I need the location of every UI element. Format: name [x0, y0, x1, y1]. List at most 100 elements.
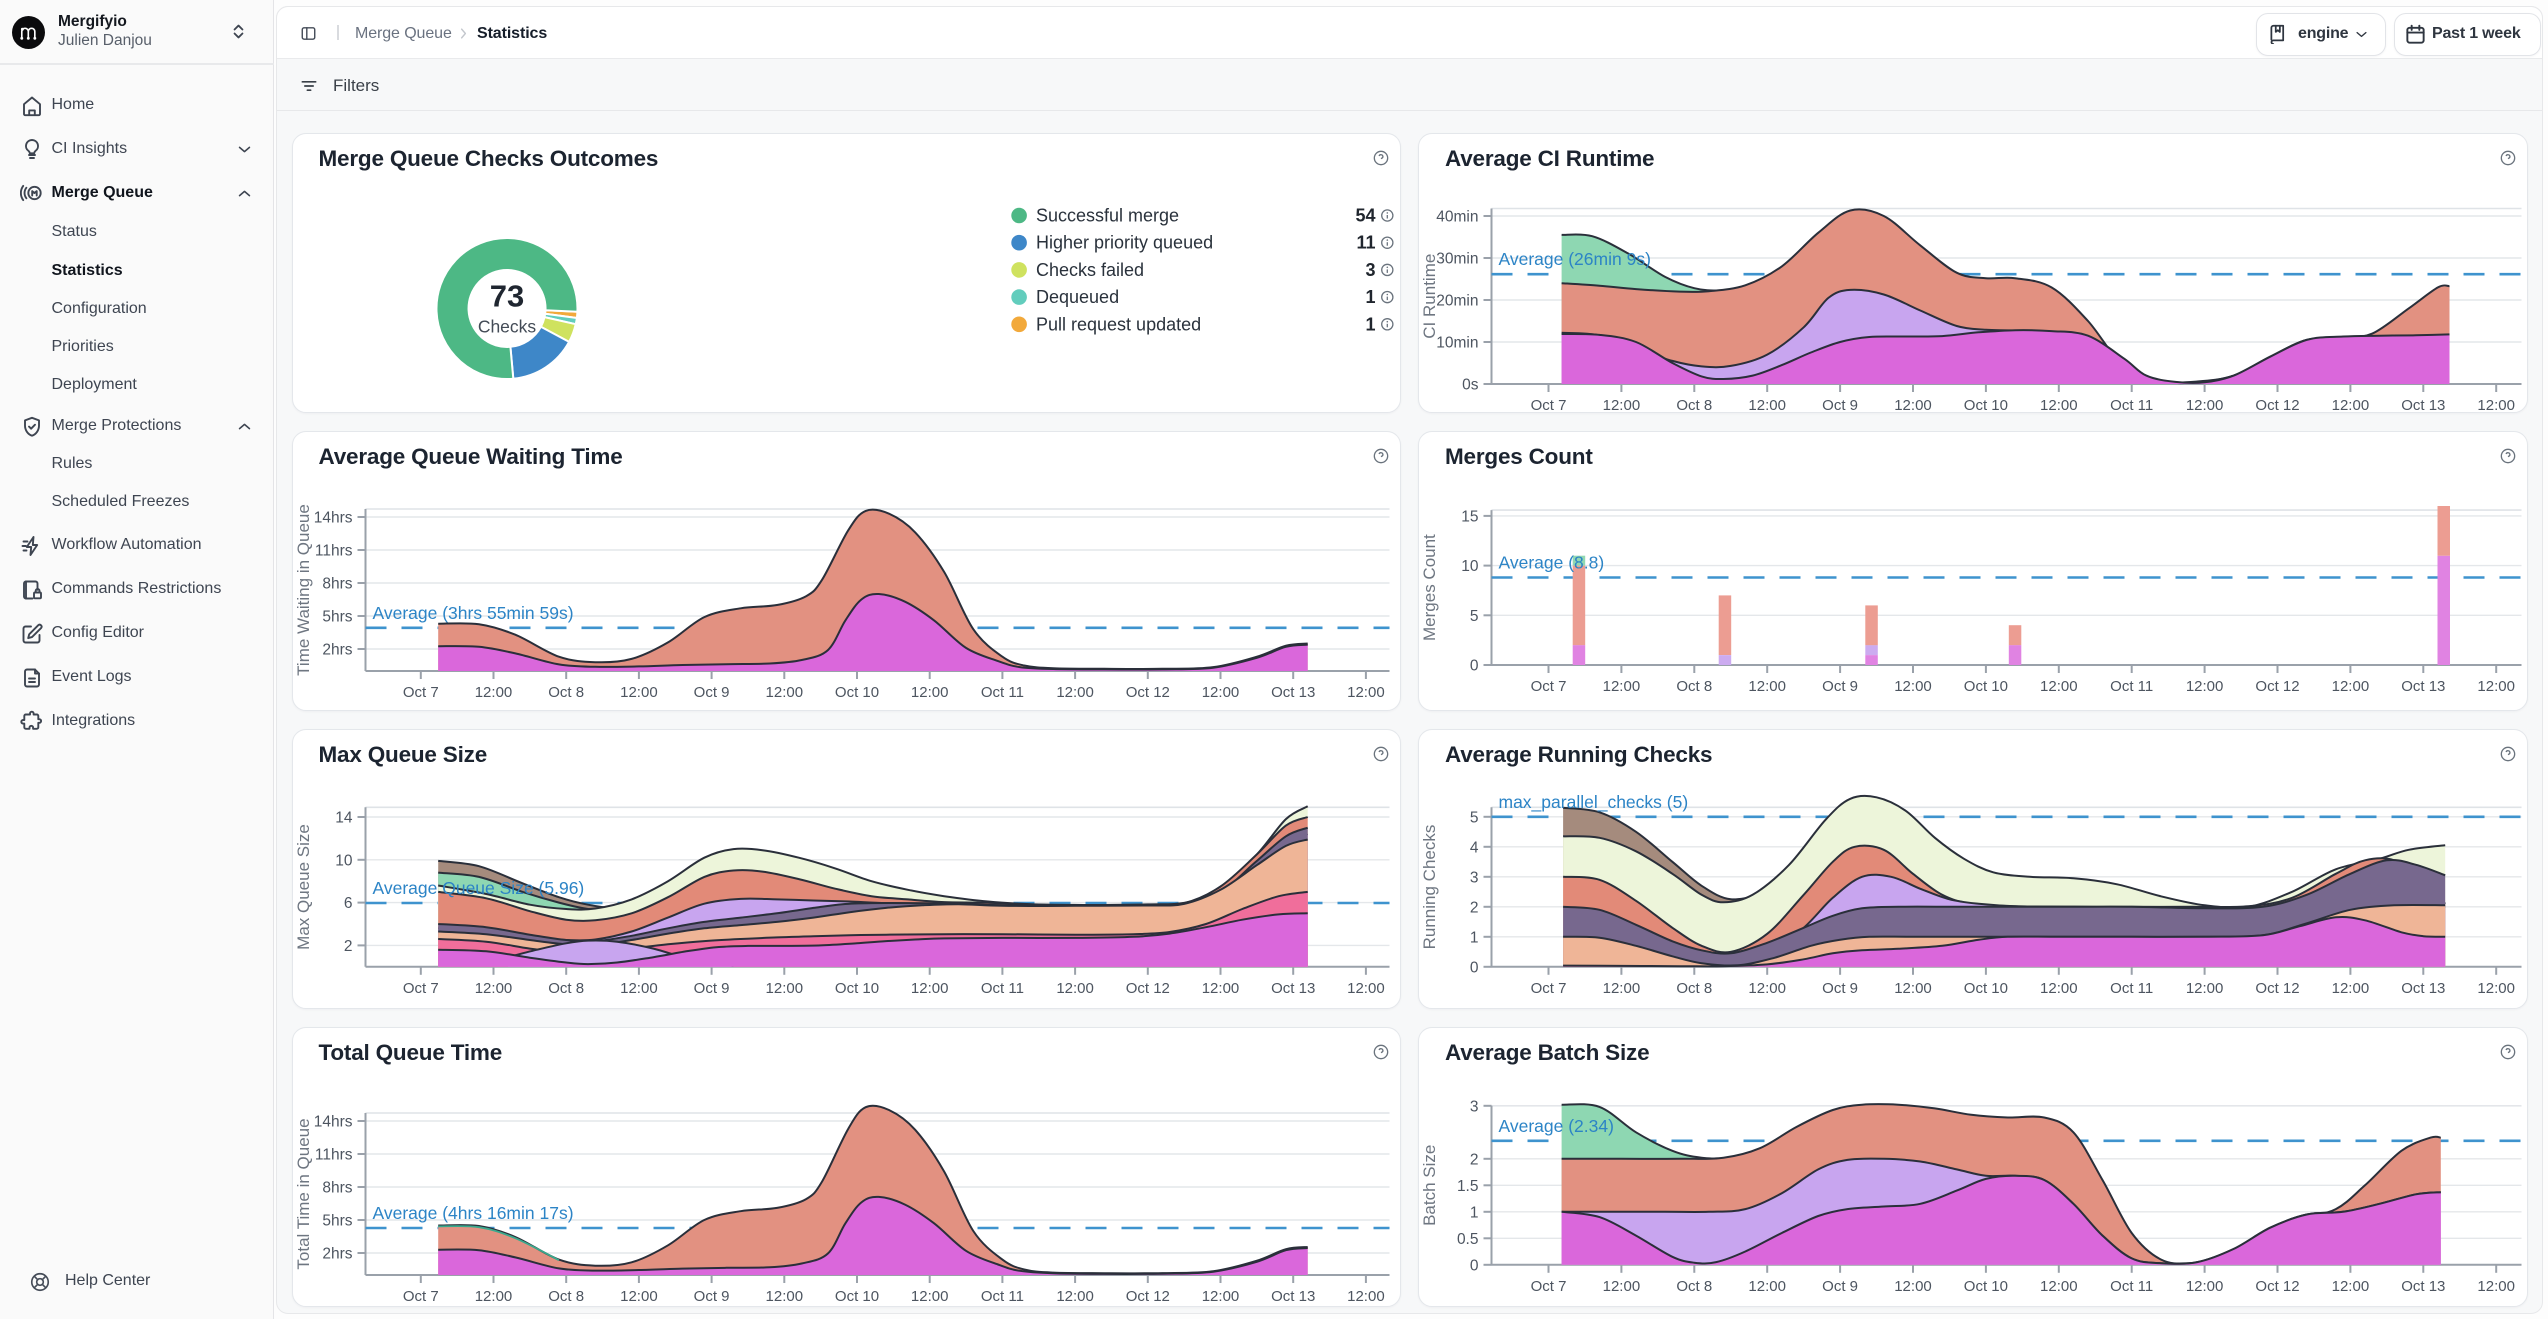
svg-text:Oct 8: Oct 8 — [548, 684, 584, 701]
svg-text:12:00: 12:00 — [1894, 397, 1932, 414]
svg-text:0s: 0s — [1462, 376, 1479, 393]
svg-text:2: 2 — [343, 937, 352, 954]
svg-text:12:00: 12:00 — [765, 979, 803, 996]
svg-text:1: 1 — [1470, 1204, 1479, 1221]
svg-text:3: 3 — [1470, 1098, 1479, 1115]
svg-text:Oct 11: Oct 11 — [980, 684, 1023, 701]
svg-text:8hrs: 8hrs — [322, 1179, 352, 1196]
svg-text:Oct 10: Oct 10 — [1964, 397, 2008, 414]
svg-text:Oct 8: Oct 8 — [548, 1288, 584, 1305]
svg-text:Oct 7: Oct 7 — [1531, 979, 1567, 996]
svg-text:12:00: 12:00 — [2477, 678, 2515, 695]
svg-text:11: 11 — [1356, 232, 1375, 252]
svg-text:11hrs: 11hrs — [314, 1146, 352, 1163]
svg-text:12:00: 12:00 — [1894, 979, 1932, 996]
svg-text:12:00: 12:00 — [2186, 979, 2224, 996]
svg-text:12:00: 12:00 — [1056, 979, 1094, 996]
svg-text:Oct 13: Oct 13 — [1271, 979, 1315, 996]
svg-text:Oct 10: Oct 10 — [834, 684, 878, 701]
svg-text:54: 54 — [1355, 205, 1375, 225]
svg-text:5: 5 — [1470, 809, 1479, 826]
svg-text:Oct 13: Oct 13 — [2401, 397, 2445, 414]
svg-text:Oct 7: Oct 7 — [402, 979, 438, 996]
svg-text:Oct 13: Oct 13 — [1271, 1288, 1315, 1305]
svg-text:12:00: 12:00 — [2186, 1277, 2224, 1294]
svg-text:Checks failed: Checks failed — [1036, 259, 1144, 279]
svg-text:12:00: 12:00 — [1603, 678, 1641, 695]
svg-text:12:00: 12:00 — [2040, 678, 2078, 695]
svg-text:Average (26min 9s): Average (26min 9s) — [1499, 249, 1651, 269]
svg-text:3: 3 — [1470, 869, 1479, 886]
svg-text:Running Checks: Running Checks — [1420, 824, 1439, 949]
svg-text:12:00: 12:00 — [2332, 979, 2370, 996]
svg-text:12:00: 12:00 — [1748, 397, 1786, 414]
svg-text:Oct 7: Oct 7 — [402, 684, 438, 701]
svg-text:12:00: 12:00 — [474, 1288, 512, 1305]
svg-text:2: 2 — [1470, 899, 1479, 916]
svg-text:12:00: 12:00 — [1748, 979, 1786, 996]
svg-text:Average (8.8): Average (8.8) — [1499, 552, 1605, 572]
svg-text:Oct 12: Oct 12 — [1125, 979, 1169, 996]
svg-text:Average (4hrs 16min 17s): Average (4hrs 16min 17s) — [372, 1203, 573, 1223]
svg-text:8hrs: 8hrs — [322, 575, 352, 592]
svg-text:Max Queue Size: Max Queue Size — [294, 824, 313, 950]
svg-text:Oct 9: Oct 9 — [1822, 1277, 1858, 1294]
svg-text:Oct 11: Oct 11 — [980, 1288, 1023, 1305]
svg-text:Oct 7: Oct 7 — [1531, 678, 1567, 695]
svg-text:0.5: 0.5 — [1457, 1230, 1479, 1247]
svg-text:Successful merge: Successful merge — [1036, 205, 1179, 225]
svg-text:12:00: 12:00 — [1056, 1288, 1094, 1305]
svg-text:Merges Count: Merges Count — [1420, 533, 1439, 640]
svg-text:Oct 7: Oct 7 — [1531, 397, 1567, 414]
svg-text:0: 0 — [1470, 657, 1479, 674]
svg-text:Oct 7: Oct 7 — [1531, 1277, 1567, 1294]
svg-text:Oct 10: Oct 10 — [1964, 678, 2008, 695]
svg-text:12:00: 12:00 — [910, 1288, 948, 1305]
svg-text:10min: 10min — [1436, 334, 1478, 351]
svg-text:40min: 40min — [1436, 208, 1478, 225]
svg-text:Oct 11: Oct 11 — [2110, 979, 2153, 996]
svg-text:12:00: 12:00 — [1603, 979, 1641, 996]
svg-text:2: 2 — [1470, 1151, 1479, 1168]
svg-text:30min: 30min — [1436, 250, 1478, 267]
svg-text:Oct 7: Oct 7 — [402, 1288, 438, 1305]
svg-text:Oct 9: Oct 9 — [1822, 397, 1858, 414]
svg-text:Oct 12: Oct 12 — [2255, 678, 2299, 695]
svg-text:12:00: 12:00 — [1748, 678, 1786, 695]
svg-text:12:00: 12:00 — [1894, 678, 1932, 695]
svg-text:Batch Size: Batch Size — [1420, 1144, 1439, 1225]
svg-text:12:00: 12:00 — [1603, 1277, 1641, 1294]
svg-text:15: 15 — [1461, 508, 1478, 525]
svg-text:Oct 11: Oct 11 — [2110, 397, 2153, 414]
svg-text:12:00: 12:00 — [765, 684, 803, 701]
svg-text:max_parallel_checks (5): max_parallel_checks (5) — [1499, 791, 1689, 812]
svg-text:Oct 11: Oct 11 — [2110, 678, 2153, 695]
svg-text:3: 3 — [1365, 259, 1375, 279]
svg-text:Oct 12: Oct 12 — [1125, 1288, 1169, 1305]
svg-text:12:00: 12:00 — [620, 979, 658, 996]
svg-text:Time Waiting in Queue: Time Waiting in Queue — [294, 504, 313, 676]
svg-text:Oct 8: Oct 8 — [1676, 979, 1712, 996]
svg-text:12:00: 12:00 — [1201, 1288, 1239, 1305]
svg-text:12:00: 12:00 — [1603, 397, 1641, 414]
svg-text:2hrs: 2hrs — [322, 641, 352, 658]
svg-text:Oct 9: Oct 9 — [1822, 979, 1858, 996]
svg-text:12:00: 12:00 — [2040, 979, 2078, 996]
svg-text:Oct 13: Oct 13 — [2401, 1277, 2445, 1294]
svg-text:Oct 13: Oct 13 — [2401, 678, 2445, 695]
svg-text:14hrs: 14hrs — [313, 509, 352, 526]
svg-text:12:00: 12:00 — [2040, 397, 2078, 414]
svg-text:14: 14 — [335, 809, 353, 826]
svg-text:Oct 8: Oct 8 — [548, 979, 584, 996]
svg-text:Oct 12: Oct 12 — [2255, 397, 2299, 414]
svg-text:Oct 11: Oct 11 — [980, 979, 1023, 996]
svg-text:12:00: 12:00 — [1056, 684, 1094, 701]
svg-text:12:00: 12:00 — [2332, 397, 2370, 414]
svg-text:Oct 13: Oct 13 — [1271, 684, 1315, 701]
svg-text:12:00: 12:00 — [1347, 684, 1385, 701]
svg-text:12:00: 12:00 — [1347, 1288, 1385, 1305]
svg-text:Total Time in Queue: Total Time in Queue — [294, 1118, 313, 1269]
svg-text:12:00: 12:00 — [2332, 1277, 2370, 1294]
svg-text:Oct 9: Oct 9 — [693, 979, 729, 996]
svg-text:12:00: 12:00 — [2186, 678, 2224, 695]
